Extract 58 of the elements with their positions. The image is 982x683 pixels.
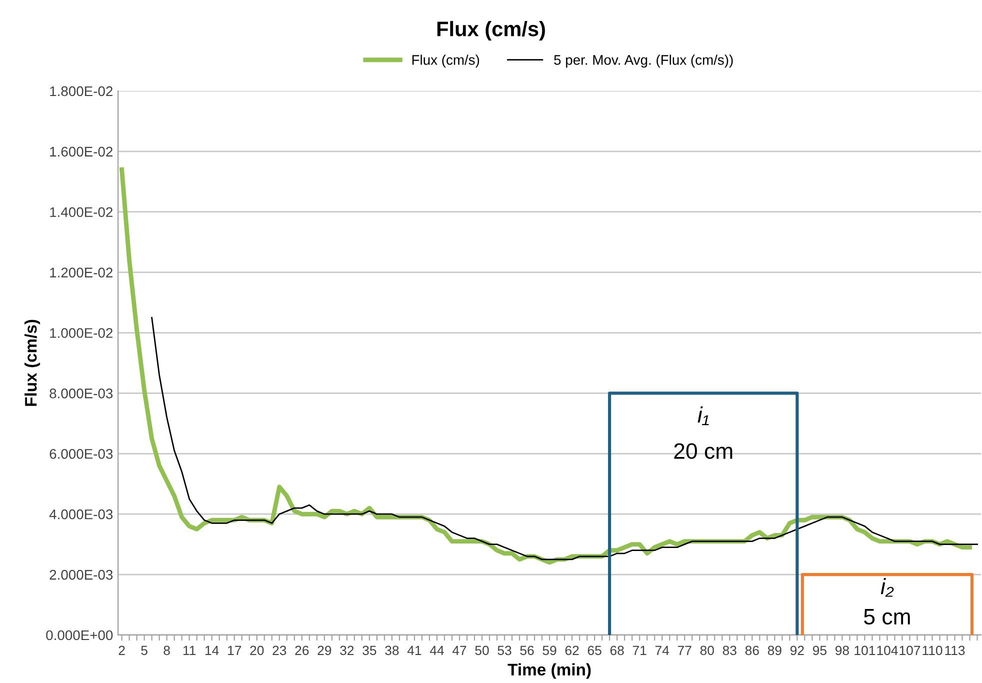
x-tick-label: 44 (430, 646, 444, 655)
x-tick-label: 107 (900, 646, 920, 656)
y-tick-label: 0.000E+00 (46, 630, 113, 640)
x-tick-label: 8 (164, 646, 170, 656)
x-tick-label: 14 (206, 646, 219, 655)
x-tick-label: 5 (141, 646, 148, 656)
x-tick-label: 35 (362, 646, 376, 656)
y-tick-label: 2.000E-03 (50, 570, 113, 580)
line-series (151, 316, 978, 560)
x-tick-label: 74 (655, 646, 670, 655)
legend-label: 5 per. Mov. Avg. (Flux (cm/s)) (554, 54, 733, 68)
x-tick-label: 2 (118, 646, 125, 655)
x-tick-label: 53 (498, 646, 512, 656)
x-tick-label: 29 (318, 646, 332, 656)
x-tick-label: 101 (854, 646, 876, 656)
annotation: i₁ (698, 406, 709, 426)
x-tick-label: 26 (295, 646, 309, 656)
x-tick-label: 65 (588, 646, 602, 656)
x-tick-label: 104 (877, 646, 898, 656)
y-tick-label: 6.000E-03 (50, 448, 113, 459)
y-tick-label: 1.600E-02 (50, 146, 112, 157)
x-tick-label: 113 (945, 646, 965, 656)
x-tick-label: 86 (745, 646, 759, 656)
x-tick-label: 83 (722, 646, 736, 656)
x-axis-title: Time (min) (508, 663, 591, 679)
x-tick-label: 77 (678, 646, 692, 655)
x-tick-label: 71 (632, 646, 646, 655)
y-tick-label: 1.800E-02 (50, 86, 112, 96)
annotation: 20 cm (674, 443, 732, 459)
y-tick-label: 1.400E-02 (50, 207, 112, 218)
x-tick-label: 23 (272, 646, 286, 656)
annotation: i₂ (880, 578, 894, 597)
x-tick-label: 56 (520, 646, 534, 656)
x-tick-label: 11 (183, 646, 196, 655)
x-tick-label: 68 (610, 646, 624, 656)
chart-title: Flux (cm/s) (437, 21, 545, 40)
x-tick-label: 62 (565, 646, 579, 656)
x-tick-label: 17 (228, 646, 242, 655)
x-tick-label: 50 (475, 646, 489, 656)
x-tick-label: 80 (700, 646, 714, 656)
y-tick-label: 8.000E-03 (50, 388, 113, 398)
x-tick-label: 110 (922, 646, 942, 656)
legend-label: Flux (cm/s) (412, 54, 480, 68)
x-tick-label: 32 (340, 646, 354, 656)
y-axis-title: Flux (cm/s) (24, 320, 40, 406)
y-tick-label: 4.000E-03 (49, 509, 113, 520)
annotation: 5 cm (864, 609, 910, 625)
x-tick-label: 95 (812, 646, 826, 656)
x-tick-label: 47 (452, 646, 466, 655)
y-tick-label: 1.200E-02 (50, 268, 112, 278)
y-tick-label: 1.000E-02 (50, 328, 112, 338)
x-tick-label: 89 (768, 646, 782, 656)
x-tick-label: 38 (385, 646, 399, 656)
x-tick-label: 41 (407, 646, 422, 655)
x-tick-label: 59 (542, 646, 556, 656)
x-tick-label: 98 (835, 646, 849, 656)
x-tick-label: 20 (250, 646, 264, 656)
x-tick-label: 92 (790, 646, 804, 656)
